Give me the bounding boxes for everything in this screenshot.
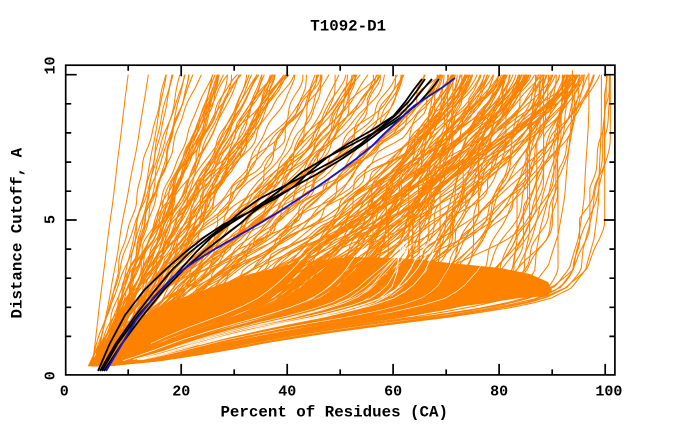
svg-text:5: 5 [42,215,59,224]
svg-text:80: 80 [490,383,508,400]
svg-text:100: 100 [595,383,622,400]
svg-text:40: 40 [278,383,296,400]
svg-text:Percent of Residues (CA): Percent of Residues (CA) [220,404,448,422]
svg-text:10: 10 [42,56,59,74]
svg-text:60: 60 [384,383,402,400]
svg-text:Distance Cutoff, A: Distance Cutoff, A [9,147,27,318]
svg-text:T1092-D1: T1092-D1 [310,17,386,35]
svg-text:0: 0 [42,371,59,380]
svg-text:20: 20 [172,383,190,400]
svg-text:0: 0 [60,383,69,400]
